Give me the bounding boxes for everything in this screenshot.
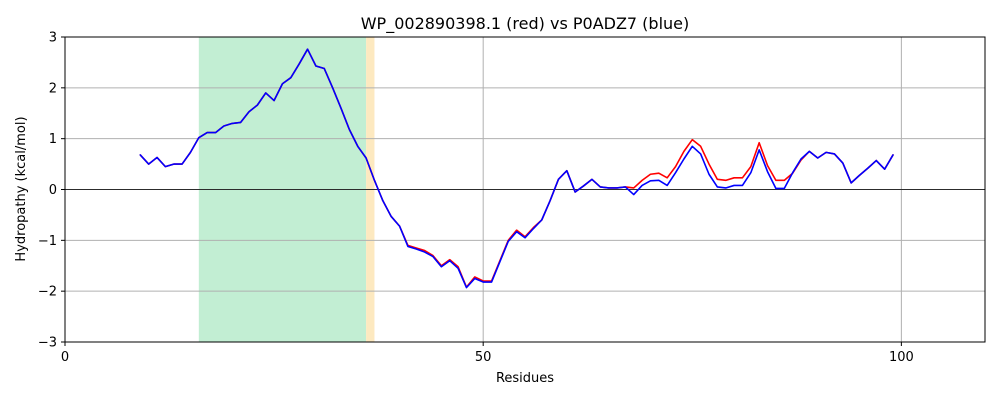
y-tick-label: 1: [49, 132, 57, 147]
y-tick-label: −2: [38, 285, 57, 300]
y-tick-label: −3: [38, 336, 57, 351]
axes: −3 −2 −1 0 1 2 3 0 50 100: [38, 31, 986, 365]
x-axis-label: Residues: [496, 371, 554, 386]
y-axis-label: Hydropathy (kcal/mol): [14, 116, 29, 261]
x-tick-label: 50: [475, 350, 492, 365]
y-tick-label: 0: [49, 183, 57, 198]
x-tick-label: 100: [889, 350, 914, 365]
chart-title: WP_002890398.1 (red) vs P0ADZ7 (blue): [361, 14, 690, 34]
x-tick-label: 0: [61, 350, 69, 365]
y-tick-label: 2: [49, 81, 57, 96]
series-lines: [139, 48, 894, 289]
y-tick-label: −1: [38, 234, 57, 249]
series-line-1: [139, 48, 894, 289]
y-tick-label: 3: [49, 31, 57, 46]
